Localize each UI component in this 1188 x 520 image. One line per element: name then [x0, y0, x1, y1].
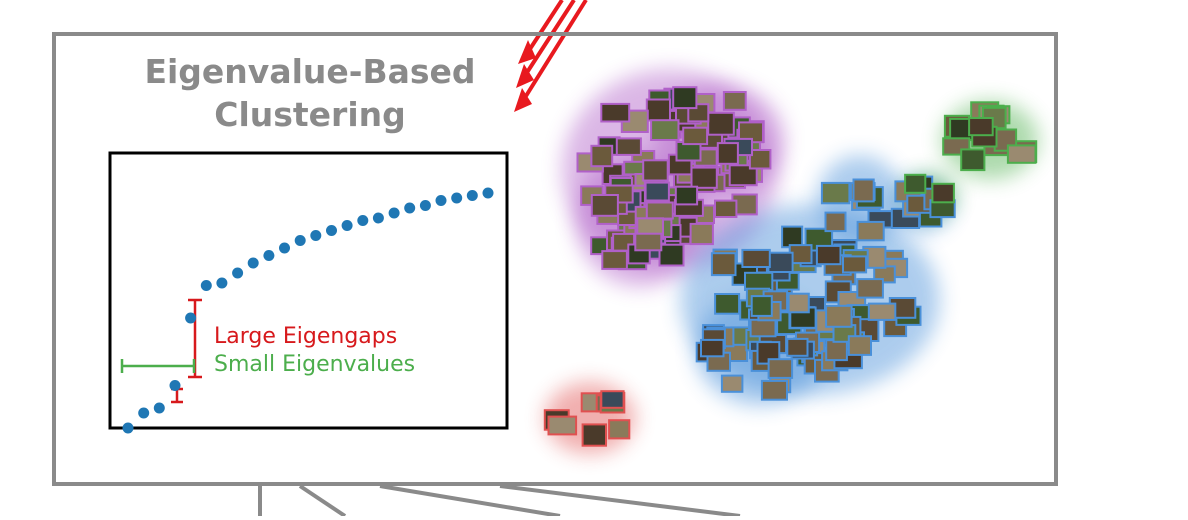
image-thumbnail-blue: [767, 251, 794, 273]
image-thumbnail-purple: [689, 222, 714, 246]
image-thumbnail-green: [1006, 144, 1037, 164]
title-line-2: Clustering: [214, 95, 406, 134]
image-thumbnail-purple: [600, 102, 631, 123]
image-thumbnail-red: [581, 423, 607, 447]
image-thumbnail-blue: [760, 379, 789, 401]
image-thumbnail-purple: [645, 98, 671, 122]
image-thumbnail-purple: [590, 194, 619, 217]
title-line-1: Eigenvalue-Based: [144, 52, 476, 91]
image-thumbnail-purple: [690, 166, 718, 189]
image-thumbnail-purple: [682, 126, 709, 146]
small-eigenvalues-label: Small Eigenvalues: [214, 352, 416, 377]
image-thumbnail-blue: [847, 335, 872, 356]
eigenvalue-point: [153, 402, 165, 414]
eigenvalue-point: [372, 212, 384, 224]
image-thumbnail-blue: [710, 252, 737, 277]
image-thumbnail-blue: [714, 293, 741, 315]
image-thumbnail-green: [931, 182, 955, 204]
incoming-arrows: [514, 0, 588, 112]
eigenvalue-point: [294, 235, 306, 246]
outer-frame: [52, 32, 1058, 486]
image-thumbnail-blue: [749, 318, 777, 338]
image-thumbnail-purple: [674, 185, 699, 206]
image-thumbnail-blue: [856, 220, 885, 242]
eigenvalue-point: [200, 280, 212, 291]
eigenvalue-point: [169, 380, 181, 391]
image-thumbnail-blue: [825, 339, 848, 362]
eigenvalue-point: [341, 220, 353, 231]
image-thumbnail-blue: [815, 244, 842, 266]
image-thumbnail-green: [904, 173, 927, 194]
eigenvalue-point: [388, 207, 400, 219]
image-thumbnail-blue: [787, 292, 810, 314]
image-thumbnail-purple: [658, 243, 685, 267]
image-thumbnail-purple: [650, 119, 680, 141]
eigenvalue-point: [216, 277, 228, 289]
image-thumbnail-purple: [645, 201, 674, 220]
image-thumbnail-purple: [644, 181, 670, 202]
image-thumbnail-blue: [867, 302, 897, 321]
eigenvalue-point: [357, 215, 369, 226]
image-thumbnail-purple: [716, 142, 739, 165]
image-thumbnail-purple: [642, 159, 669, 182]
eigenvalue-point: [326, 225, 337, 236]
eigenvalue-point: [185, 312, 197, 324]
image-thumbnail-blue: [824, 211, 847, 233]
eigenvalue-point: [279, 242, 290, 254]
eigenvalue-point: [419, 200, 431, 211]
image-thumbnail-blue: [786, 337, 809, 357]
image-thumbnail-blue: [720, 374, 744, 393]
image-thumbnail-green: [968, 117, 994, 137]
image-thumbnail-blue: [842, 255, 868, 274]
small-eigenvalues-bar: [120, 359, 196, 373]
image-thumbnail-purple: [672, 86, 698, 110]
eigenvalue-point: [466, 190, 478, 201]
image-thumbnail-red: [600, 390, 625, 409]
eigenvalue-point: [404, 202, 416, 214]
image-thumbnail-red: [547, 415, 578, 436]
image-thumbnail-blue: [700, 338, 725, 358]
image-thumbnail-purple: [714, 199, 738, 219]
large-eigengaps-label: Large Eigengaps: [214, 324, 398, 349]
eigenvalue-point: [310, 230, 322, 241]
eigenvalue-plot-frame: [108, 151, 509, 430]
image-thumbnail-purple: [601, 250, 628, 270]
eigenvalue-point: [482, 187, 494, 199]
image-thumbnail-purple: [748, 149, 772, 170]
embedding-tiles: [543, 86, 1038, 447]
eigenvalue-point: [247, 257, 259, 269]
image-thumbnail-blue: [744, 271, 774, 291]
image-thumbnail-blue: [767, 358, 794, 379]
eigenvalue-point: [122, 422, 134, 434]
eigenvalue-point: [263, 250, 275, 261]
image-thumbnail-blue: [852, 178, 875, 203]
image-thumbnail-purple: [728, 164, 758, 187]
image-thumbnail-blue: [856, 278, 884, 299]
eigenvalue-point: [232, 267, 244, 279]
eigenvalue-point: [451, 192, 463, 204]
image-thumbnail-blue: [820, 181, 851, 205]
image-thumbnail-purple: [615, 137, 642, 156]
image-thumbnail-purple: [707, 111, 735, 136]
image-thumbnail-blue: [741, 248, 771, 268]
eigenvalue-point: [435, 195, 447, 206]
eigenvalue-points: [122, 187, 494, 434]
image-thumbnail-purple: [590, 144, 614, 168]
outgoing-lines: [258, 484, 741, 518]
image-thumbnail-blue: [750, 295, 773, 317]
image-thumbnail-blue: [825, 304, 853, 328]
image-thumbnail-purple: [722, 91, 747, 111]
eigenvalue-point: [138, 407, 150, 419]
image-thumbnail-red: [608, 419, 631, 440]
image-thumbnail-purple: [634, 232, 663, 252]
image-thumbnail-green: [960, 148, 986, 172]
